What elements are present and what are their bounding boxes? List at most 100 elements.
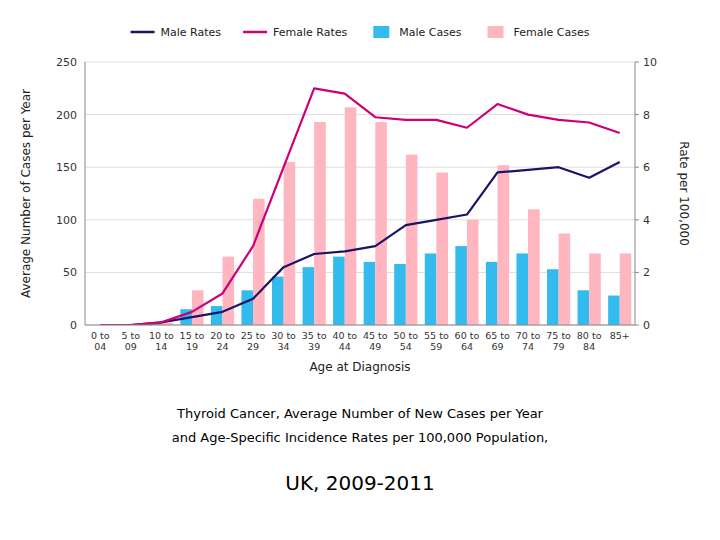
x-tick-label: 60 to64 bbox=[455, 330, 480, 352]
legend-swatch bbox=[488, 26, 504, 38]
bar bbox=[364, 262, 376, 325]
x-tick-label-line: 45 to bbox=[363, 330, 388, 341]
grid-line bbox=[85, 219, 635, 220]
x-tick-label-line: 35 to bbox=[302, 330, 327, 341]
legend: Male RatesFemale RatesMale CasesFemale C… bbox=[131, 26, 590, 39]
subtitle: and Age-Specific Incidence Rates per 100… bbox=[172, 430, 549, 445]
x-tick-label-line: 19 bbox=[186, 341, 198, 352]
x-tick-label-line: 60 to bbox=[455, 330, 480, 341]
bar bbox=[303, 267, 315, 325]
x-tick-label-line: 64 bbox=[461, 341, 473, 352]
y2-tick-label: 0 bbox=[643, 319, 650, 332]
legend-swatch bbox=[243, 31, 267, 34]
legend-swatch bbox=[373, 26, 389, 38]
x-tick-label-line: 30 to bbox=[271, 330, 296, 341]
x-tick-label-line: 09 bbox=[125, 341, 137, 352]
bar bbox=[547, 269, 559, 325]
x-tick-label-line: 10 to bbox=[149, 330, 174, 341]
x-tick-label-line: 50 to bbox=[394, 330, 419, 341]
y-tick-label: 100 bbox=[56, 214, 77, 227]
bar bbox=[620, 253, 632, 325]
background bbox=[0, 0, 720, 540]
x-tick-label-line: 04 bbox=[94, 341, 106, 352]
x-tick-label: 40 to44 bbox=[332, 330, 357, 352]
x-tick-label: 10 to14 bbox=[149, 330, 174, 352]
x-tick-label: 35 to39 bbox=[302, 330, 327, 352]
y2-tick-label: 2 bbox=[643, 266, 650, 279]
x-tick-label-line: 39 bbox=[308, 341, 320, 352]
x-tick-label: 30 to34 bbox=[271, 330, 296, 352]
y-axis-label: Average Number of Cases per Year bbox=[19, 89, 33, 298]
y-tick-label: 150 bbox=[56, 161, 77, 174]
x-tick-label-line: 49 bbox=[369, 341, 381, 352]
grid-line bbox=[85, 114, 635, 115]
bar bbox=[406, 155, 418, 325]
x-tick-label: 85+ bbox=[610, 330, 630, 341]
x-tick-label: 65 to69 bbox=[485, 330, 510, 352]
legend-label: Female Rates bbox=[273, 26, 347, 39]
x-tick-label-line: 75 to bbox=[546, 330, 571, 341]
x-axis-line bbox=[85, 325, 635, 326]
y2-axis-label: Rate per 100,000 bbox=[677, 141, 691, 246]
x-tick-label-line: 20 to bbox=[210, 330, 235, 341]
x-tick-label-line: 0 to bbox=[91, 330, 110, 341]
x-tick-label-line: 40 to bbox=[332, 330, 357, 341]
bar bbox=[467, 220, 479, 325]
bar bbox=[394, 264, 406, 325]
bar bbox=[272, 277, 284, 325]
x-tick-label-line: 79 bbox=[553, 341, 565, 352]
x-tick-label-line: 65 to bbox=[485, 330, 510, 341]
y-tick-label: 0 bbox=[70, 319, 77, 332]
x-tick-label-line: 55 to bbox=[424, 330, 449, 341]
bar-series bbox=[161, 107, 631, 325]
x-tick-label-line: 29 bbox=[247, 341, 259, 352]
bar bbox=[608, 296, 620, 325]
x-tick-label-line: 14 bbox=[155, 341, 167, 352]
subtitle: UK, 2009-2011 bbox=[285, 471, 434, 495]
grid-line bbox=[85, 325, 635, 326]
bar bbox=[436, 172, 448, 325]
bar bbox=[589, 253, 601, 325]
bar bbox=[578, 290, 590, 325]
y2-tick bbox=[635, 219, 639, 220]
bar bbox=[528, 209, 540, 325]
x-tick-label-line: 80 to bbox=[577, 330, 602, 341]
y2-tick-label: 6 bbox=[643, 161, 650, 174]
legend-label: Male Cases bbox=[399, 26, 461, 39]
legend-label: Male Rates bbox=[161, 26, 222, 39]
x-tick-label: 0 to04 bbox=[91, 330, 110, 352]
y2-tick bbox=[635, 62, 639, 63]
x-tick-label-line: 84 bbox=[583, 341, 595, 352]
x-tick-label-line: 25 to bbox=[241, 330, 266, 341]
bar bbox=[425, 253, 437, 325]
y2-tick bbox=[635, 272, 639, 273]
x-tick-label-line: 85+ bbox=[610, 330, 630, 341]
bar bbox=[345, 107, 357, 325]
title: Thyroid Cancer, Average Number of New Ca… bbox=[176, 406, 544, 421]
grid bbox=[85, 62, 635, 325]
x-tick-label: 20 to24 bbox=[210, 330, 235, 352]
x-tick-label-line: 24 bbox=[216, 341, 228, 352]
bar bbox=[333, 257, 345, 325]
bar bbox=[284, 162, 296, 325]
x-tick-label-line: 15 to bbox=[180, 330, 205, 341]
bar bbox=[486, 262, 498, 325]
x-tick-label: 75 to79 bbox=[546, 330, 571, 352]
x-tick-label-line: 54 bbox=[400, 341, 412, 352]
y2-axis-line bbox=[635, 62, 636, 325]
x-tick-label: 55 to59 bbox=[424, 330, 449, 352]
x-tick-label: 70 to74 bbox=[516, 330, 541, 352]
bar bbox=[455, 246, 467, 325]
y2-tick bbox=[635, 114, 639, 115]
y-tick-label: 200 bbox=[56, 109, 77, 122]
bar bbox=[241, 290, 253, 325]
x-tick-label: 25 to29 bbox=[241, 330, 266, 352]
x-tick-label-line: 69 bbox=[491, 341, 503, 352]
x-tick-label: 50 to54 bbox=[394, 330, 419, 352]
x-tick-label-line: 44 bbox=[339, 341, 351, 352]
x-tick-label: 45 to49 bbox=[363, 330, 388, 352]
y2-tick-label: 8 bbox=[643, 109, 650, 122]
bar bbox=[314, 122, 326, 325]
bar bbox=[498, 165, 510, 325]
y2-tick-label: 4 bbox=[643, 214, 650, 227]
